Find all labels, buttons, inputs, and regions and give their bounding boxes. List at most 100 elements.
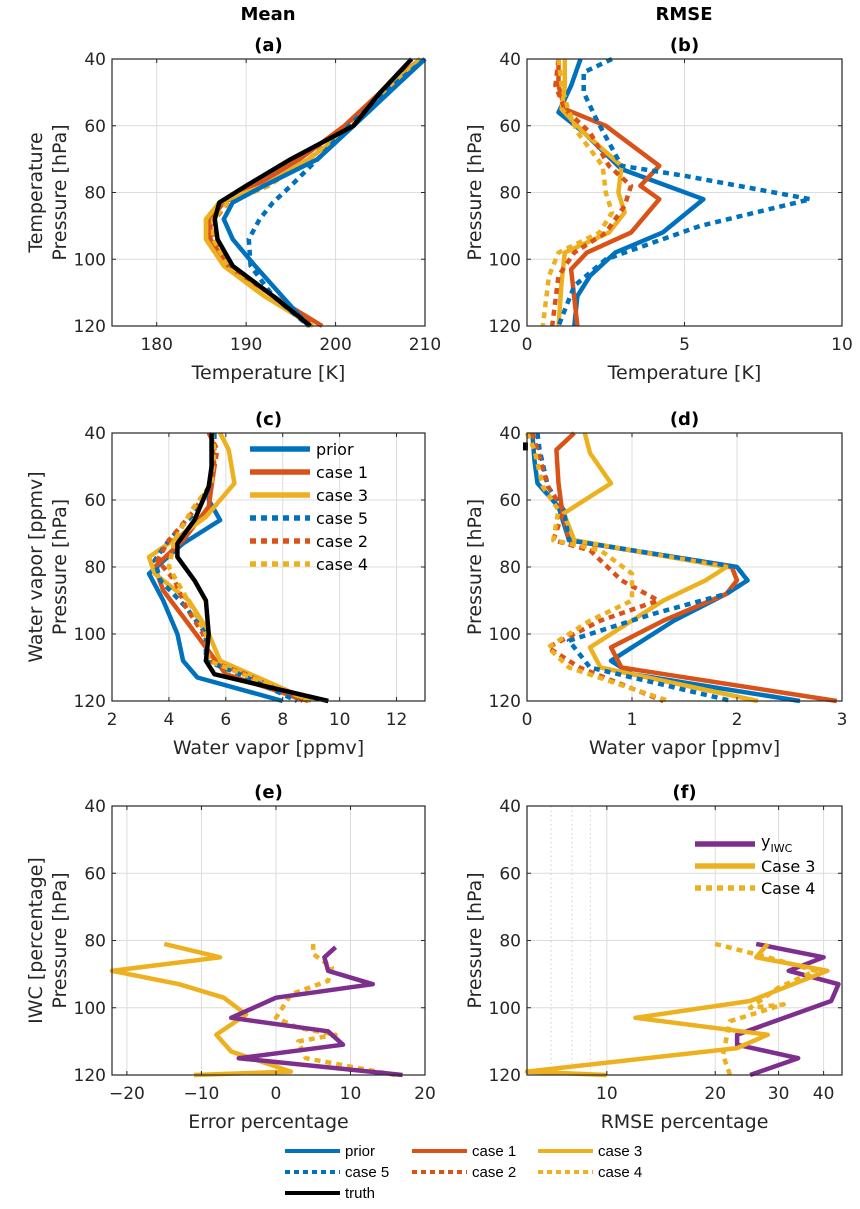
bottom-legend-label-case2: case 2: [472, 1164, 516, 1181]
x-tick-label: 12: [386, 710, 408, 730]
x-tick-label: 10: [831, 335, 853, 355]
panel-f: 10 20 30 40 40 60 80 100 120 (f) RMSE percentage Pr…: [464, 782, 843, 1133]
series-group: [524, 431, 838, 704]
series-yiwc: [734, 941, 841, 1078]
y-tick-label: 120: [489, 692, 521, 712]
y-tick-label: 100: [74, 999, 106, 1019]
x-tick-label: 6: [220, 710, 231, 730]
y-tick-label: 60: [84, 117, 106, 137]
panel-title: (b): [670, 35, 699, 56]
y-axis-label: Pressure [hPa]: [49, 124, 71, 260]
x-tick-label: 20: [414, 1084, 436, 1104]
x-tick-label: 0: [522, 335, 533, 355]
x-tick-label: 0: [522, 710, 533, 730]
series-case1: [554, 431, 838, 704]
y-tick-label: 80: [499, 184, 521, 204]
x-tick-label: 10: [329, 710, 351, 730]
series-case4: [524, 432, 670, 704]
panel-c: 2 4 6 8 10 12 40 60 80 100 120 (c) Water vapor [ppmv…: [25, 409, 426, 759]
series-group: [203, 57, 427, 328]
x-axis-label: Water vapor [ppmv]: [173, 737, 364, 759]
x-tick-label: 180: [140, 335, 172, 355]
x-tick-label: 2: [732, 710, 743, 730]
panel-title: (a): [254, 35, 283, 56]
x-tick-label: 190: [230, 335, 262, 355]
y-axis-label: IWC [percentage]: [25, 857, 47, 1024]
x-axis-label: Temperature [K]: [607, 362, 762, 384]
x-tick-label: −20: [109, 1084, 145, 1104]
x-axis-label: Temperature [K]: [191, 362, 346, 384]
y-tick-label: 80: [499, 932, 521, 952]
series-Case4: [273, 943, 396, 1078]
y-tick-label: 100: [74, 250, 106, 270]
y-axis-label: Pressure [hPa]: [49, 499, 71, 635]
y-tick-label: 40: [84, 797, 106, 817]
y-tick-label: 40: [499, 797, 521, 817]
y-axis-label: Water vapor [ppmv]: [25, 471, 47, 662]
y-tick-label: 60: [499, 491, 521, 511]
bottom-legend-label-case1: case 1: [472, 1143, 516, 1160]
legend-label-Case4: Case 4: [761, 879, 815, 898]
y-tick-label: 120: [74, 317, 106, 337]
series-case4: [540, 58, 615, 327]
y-tick-label: 60: [499, 117, 521, 137]
y-axis-label: Pressure [hPa]: [464, 499, 486, 635]
legend-label-case2: case 2: [316, 532, 368, 551]
x-tick-label: 10: [596, 1084, 618, 1104]
x-tick-label: 8: [277, 710, 288, 730]
series-prior: [221, 57, 427, 328]
bottom-legend-label-truth: truth: [345, 1185, 375, 1202]
x-tick-label: −10: [183, 1084, 219, 1104]
bottom-legend-label-case4: case 4: [598, 1164, 642, 1181]
panel-title: (c): [255, 409, 282, 430]
column-title-rmse: RMSE: [655, 4, 712, 25]
series-yiwc: [228, 945, 403, 1078]
panel-a: 180 190 200 210 40 60 80 100 120 (a) Temperature […: [25, 35, 441, 384]
x-tick-label: 0: [271, 1084, 282, 1104]
series-case3: [561, 432, 759, 704]
legend-label-Case3: Case 3: [761, 857, 815, 876]
x-tick-label: 5: [679, 335, 690, 355]
legend-label-yiwc: yIWC: [761, 832, 793, 855]
x-tick-label: 1: [627, 710, 638, 730]
series-case3: [146, 431, 313, 704]
y-tick-label: 120: [74, 692, 106, 712]
x-tick-label: 10: [340, 1084, 362, 1104]
series-truth-marker: [523, 442, 528, 451]
y-axis-label: Pressure [hPa]: [464, 872, 486, 1008]
panel-title: (f): [672, 782, 696, 803]
y-tick-label: 100: [489, 625, 521, 645]
y-tick-label: 40: [84, 424, 106, 444]
x-tick-label: 4: [163, 710, 174, 730]
series-group: [109, 941, 403, 1078]
y-tick-label: 100: [489, 250, 521, 270]
series-prior: [530, 432, 801, 704]
legend: yIWC Case 3 Case 4: [695, 832, 815, 898]
panel-e: −20 −10 0 10 20 40 60 80 100 120 (e) Error percenta…: [25, 782, 436, 1133]
series-case2: [549, 58, 634, 327]
panel-d: 0 1 2 3 40 60 80 100 120 (d) Water vapor [ppmv] Pre…: [464, 409, 847, 759]
x-tick-label: 2: [107, 710, 118, 730]
panel-title: (e): [254, 782, 283, 803]
series-group: [540, 56, 813, 327]
y-tick-label: 100: [74, 625, 106, 645]
legend-subscript: IWC: [770, 842, 792, 855]
column-title-mean: Mean: [240, 4, 295, 25]
x-axis-label: Error percentage: [188, 1111, 349, 1133]
legend-label-prior: prior: [316, 440, 354, 459]
x-axis-label: RMSE percentage: [601, 1111, 769, 1133]
y-tick-label: 60: [84, 491, 106, 511]
y-tick-label: 60: [84, 864, 106, 884]
legend-label-case1: case 1: [316, 463, 368, 482]
bottom-legend-label-case5: case 5: [345, 1164, 389, 1181]
panel-b: 0 5 10 40 60 80 100 120 (b) Temperature [K] Pressu…: [464, 35, 853, 384]
y-axis-label: Temperature: [25, 132, 47, 253]
series-group: [146, 431, 329, 704]
y-tick-label: 80: [84, 184, 106, 204]
x-tick-label: 20: [704, 1084, 726, 1104]
y-tick-label: 120: [74, 1066, 106, 1086]
series-truth: [175, 433, 329, 704]
x-axis-label: Water vapor [ppmv]: [589, 737, 780, 759]
x-tick-label: 30: [768, 1084, 790, 1104]
legend: prior case 1 case 3 case 5 case 2 case 4: [250, 440, 368, 574]
